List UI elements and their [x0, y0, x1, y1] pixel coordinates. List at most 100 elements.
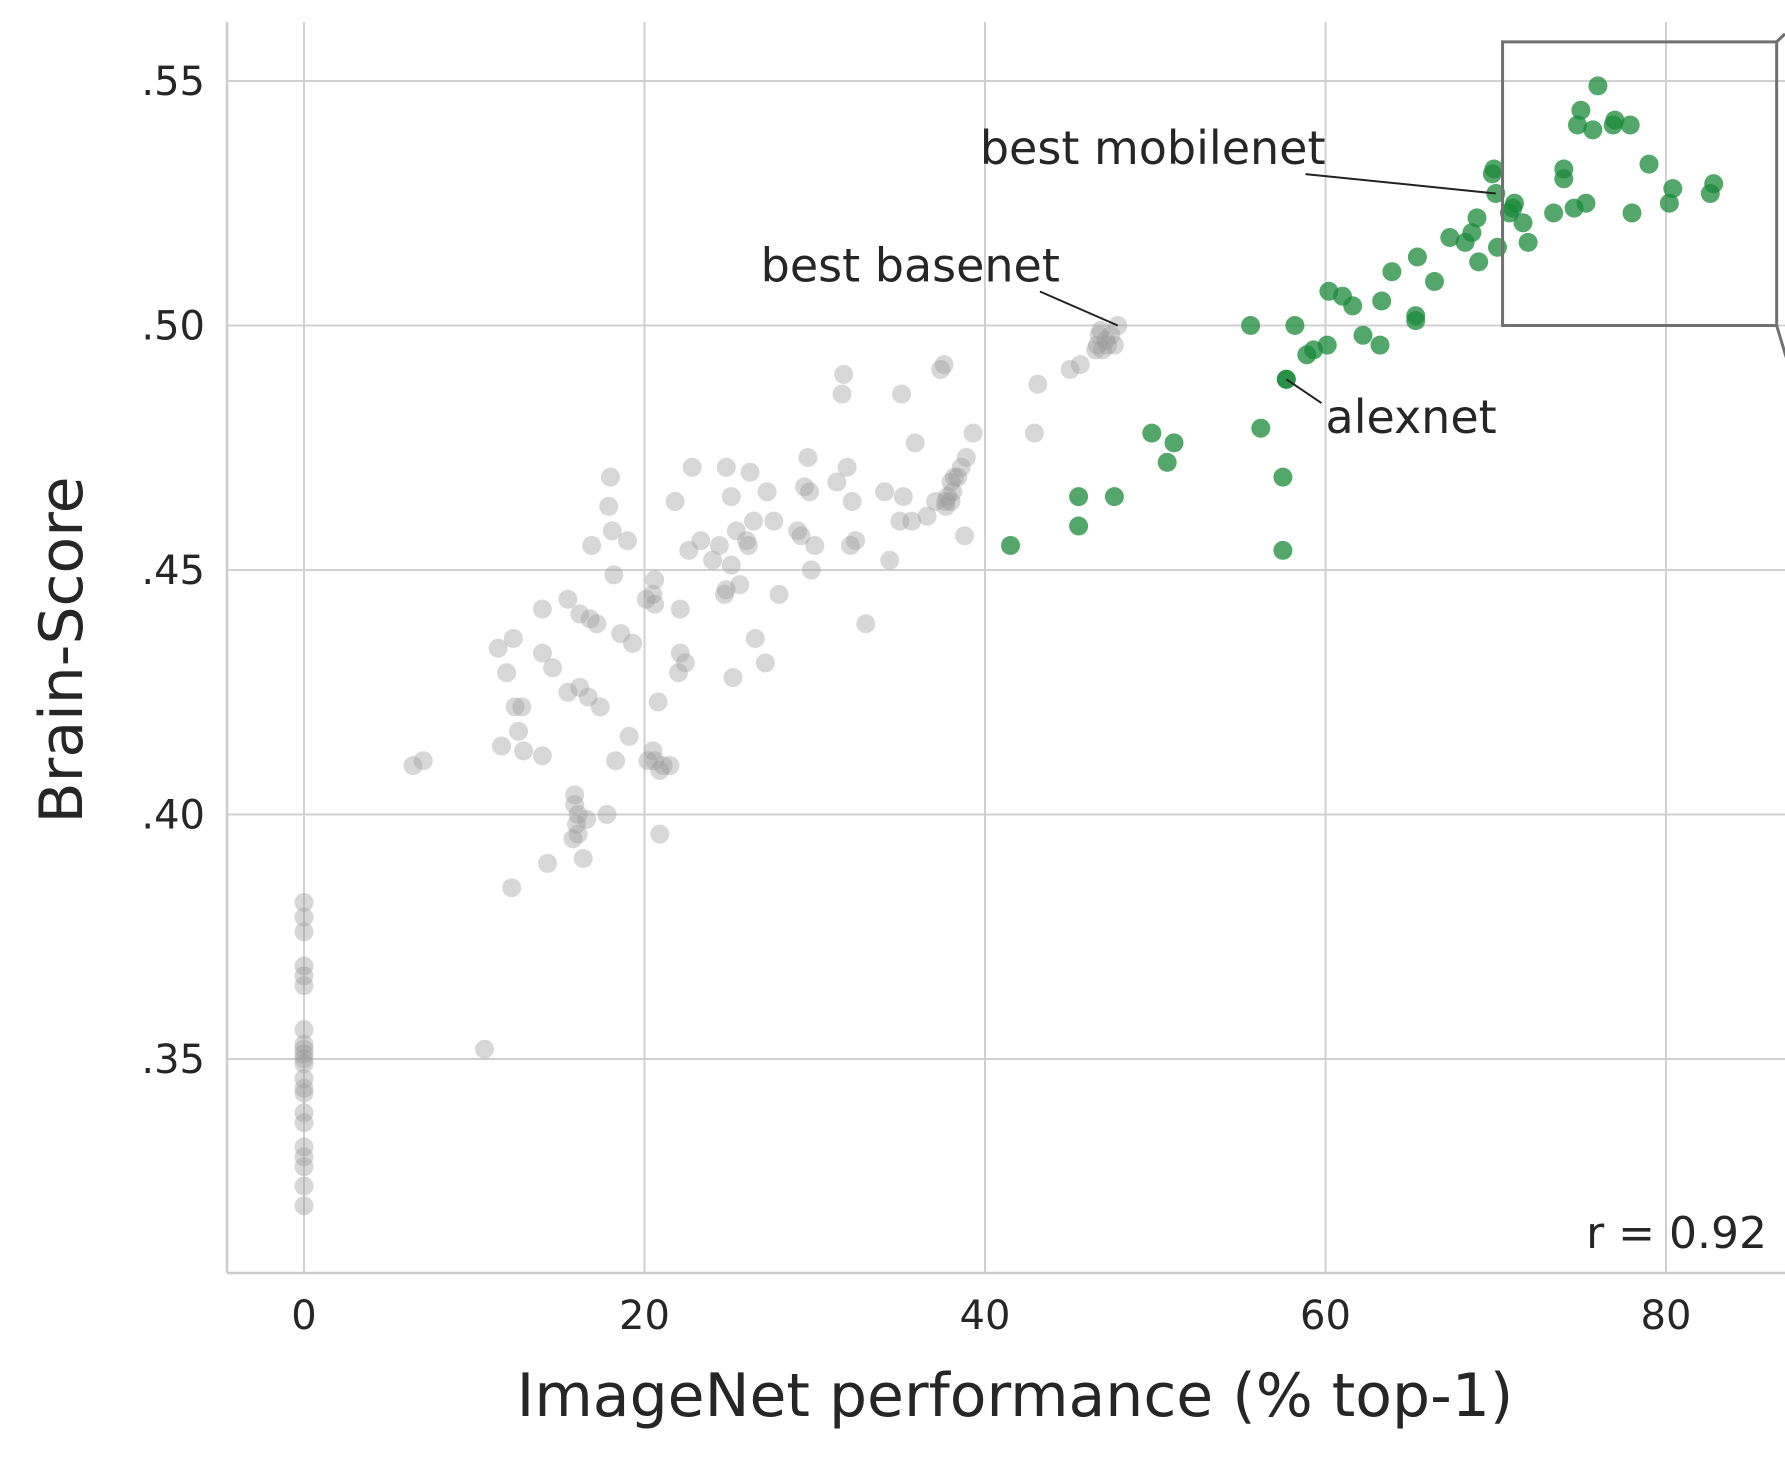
data-point-green [1462, 223, 1482, 243]
data-point-gray [1028, 374, 1048, 394]
annotation-label: best basenet [761, 238, 1060, 292]
data-point-gray [580, 609, 600, 629]
data-point-gray [568, 805, 588, 824]
data-point-gray [578, 687, 598, 707]
data-point-gray [601, 467, 620, 487]
data-point-green [1142, 423, 1162, 443]
data-point-gray [294, 976, 314, 996]
data-point-green [1273, 467, 1293, 487]
data-point-gray [744, 511, 763, 531]
data-point-gray [846, 531, 866, 551]
data-point-green [1605, 110, 1625, 130]
data-point-gray [1060, 360, 1080, 379]
data-point-gray [737, 531, 757, 551]
data-point-gray [565, 785, 585, 805]
y-tick-label: .50 [141, 304, 205, 350]
data-point-green [1407, 247, 1427, 267]
data-point-gray [512, 697, 532, 717]
data-point-gray [842, 492, 862, 511]
data-point-gray [805, 536, 825, 555]
data-point-gray [834, 364, 854, 384]
data-point-gray [716, 457, 736, 477]
y-axis-title: Brain-Score [27, 477, 97, 824]
data-point-green [1104, 487, 1124, 507]
data-point-green [1639, 154, 1659, 174]
data-point-gray [745, 629, 765, 648]
data-point-green [1425, 272, 1444, 291]
data-point-green [1488, 237, 1507, 257]
data-point-gray [636, 589, 656, 609]
tick-labels: 0 20 40 60 80 .35 .40 .45 .50 .55 [141, 59, 1691, 1339]
data-point-gray [788, 521, 808, 541]
data-point-green [1241, 316, 1261, 335]
data-point-gray [611, 624, 631, 644]
zoom-box [1501, 32, 1785, 359]
data-point-gray [294, 1157, 314, 1177]
data-point-green [1469, 252, 1489, 272]
data-point-green [1467, 208, 1487, 228]
x-tick-label: 0 [291, 1293, 316, 1339]
data-point-gray [587, 614, 607, 634]
data-point-green [1505, 193, 1524, 213]
data-point-gray [1070, 355, 1090, 375]
data-point-gray [905, 433, 925, 453]
data-point-gray [543, 658, 563, 678]
data-point-gray [757, 482, 777, 502]
data-point-gray [570, 604, 590, 624]
data-point-gray [505, 697, 525, 717]
data-point-gray [532, 599, 552, 619]
data-point-green [1544, 203, 1564, 223]
data-point-green [1164, 433, 1184, 453]
data-point-gray [294, 966, 314, 986]
data-point-gray [497, 663, 517, 683]
x-tick-label: 40 [960, 1293, 1011, 1339]
data-point-green [1353, 325, 1373, 345]
data-point-gray [721, 487, 741, 507]
data-point-gray [577, 809, 597, 829]
data-point-gray [892, 384, 912, 404]
y-tick-label: .35 [141, 1037, 205, 1083]
data-point-green [1273, 540, 1293, 560]
y-tick-label: .55 [141, 59, 205, 105]
data-point-green [1001, 536, 1020, 555]
data-point-gray [795, 477, 814, 497]
data-point-gray [956, 448, 976, 467]
data-point-green [1568, 115, 1587, 135]
data-point-gray [1096, 330, 1116, 350]
data-point-gray [841, 536, 860, 555]
data-point-green [1554, 159, 1574, 179]
data-point-gray [941, 472, 961, 492]
x-tick-label: 20 [619, 1293, 670, 1339]
data-point-gray [1101, 325, 1121, 345]
zoom-rectangle [1501, 40, 1779, 327]
data-point-gray [703, 550, 723, 570]
annotation-leader-line [1305, 173, 1496, 195]
data-point-green [1440, 228, 1460, 247]
data-point-green [1513, 213, 1533, 233]
data-point-green [1382, 262, 1402, 282]
data-point-gray [492, 736, 511, 756]
data-point-gray [650, 824, 670, 844]
data-point-green [1484, 159, 1504, 179]
data-point-gray [936, 492, 956, 511]
data-point-gray [294, 1034, 314, 1054]
data-point-gray [943, 482, 963, 502]
data-point-gray [1087, 335, 1107, 355]
data-point-gray [893, 487, 913, 507]
zoom-connector-line [1775, 32, 1785, 43]
data-point-gray [890, 511, 910, 531]
data-point-gray [638, 751, 658, 771]
data-point-gray [1108, 316, 1128, 335]
data-point-gray [955, 526, 975, 546]
data-point-gray [938, 487, 957, 507]
data-point-gray [755, 653, 775, 673]
data-point-gray [1024, 423, 1044, 443]
data-point-gray [565, 795, 585, 815]
data-point-gray [294, 1147, 314, 1167]
data-point-green [1285, 316, 1305, 335]
data-point-green [1343, 296, 1363, 316]
data-point-gray [665, 492, 685, 511]
data-point-gray [669, 663, 688, 683]
data-points [294, 76, 1724, 1216]
data-point-gray [670, 643, 690, 663]
